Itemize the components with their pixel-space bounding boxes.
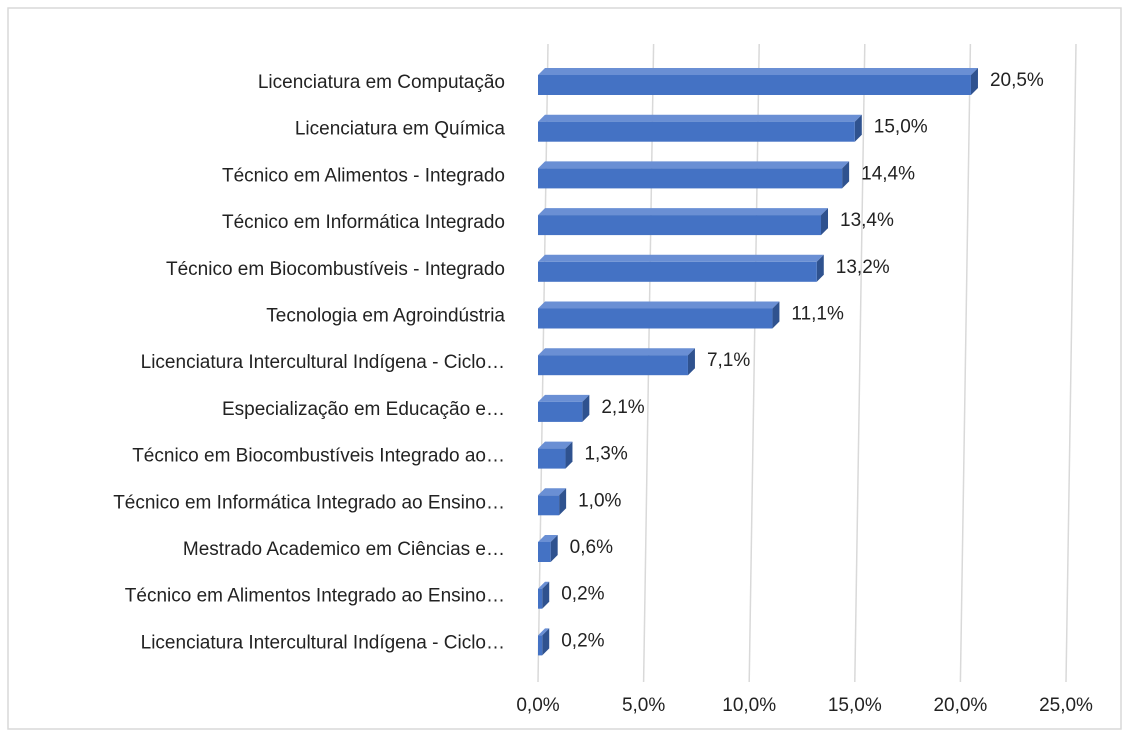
bar-top [538, 488, 567, 496]
bar-front [538, 635, 543, 656]
bar-side [582, 394, 590, 422]
bar [538, 254, 824, 282]
bar-top [538, 254, 824, 262]
bar-top [538, 161, 850, 169]
value-label: 0,6% [570, 537, 613, 558]
y-tick-label: Licenciatura Intercultural Indígena - Ci… [141, 352, 505, 373]
grid-line [959, 43, 972, 683]
bar-side [542, 628, 550, 656]
bar-side [772, 301, 780, 329]
bar [538, 301, 780, 329]
grid-line [1065, 43, 1077, 683]
grid-line [854, 43, 866, 683]
bar-front [538, 121, 855, 142]
y-tick-label: Técnico em Informática Integrado ao Ensi… [113, 492, 505, 513]
y-tick-label: Técnico em Alimentos Integrado ao Ensino… [125, 586, 505, 607]
value-label: 1,0% [578, 490, 621, 511]
bar-side [854, 114, 862, 142]
bar-top [538, 68, 978, 75]
bar-front [538, 75, 971, 95]
bar-top [538, 348, 695, 356]
bar-top [538, 114, 862, 122]
bar-side [559, 488, 567, 516]
bar-front [538, 401, 583, 422]
bar-top [538, 394, 590, 402]
value-label: 15,0% [874, 117, 928, 138]
bar-top [538, 628, 550, 636]
y-tick-label: Licenciatura Intercultural Indígena - Ci… [141, 632, 505, 653]
value-label: 14,4% [861, 163, 915, 184]
bar-side [550, 535, 558, 562]
value-label: 7,1% [707, 350, 750, 371]
bar-side [821, 208, 829, 236]
bar [538, 628, 550, 656]
x-tick-label: 10,0% [722, 695, 776, 716]
bar [538, 581, 550, 609]
bar-top [538, 581, 550, 589]
y-tick-label: Licenciatura em Computação [258, 72, 505, 93]
x-tick-label: 0,0% [516, 695, 559, 716]
bar-front [538, 495, 560, 516]
bar [538, 488, 567, 516]
y-tick-label: Especialização em Educação e… [222, 399, 505, 420]
bar [538, 114, 862, 142]
value-label: 0,2% [561, 630, 604, 651]
value-label: 20,5% [990, 70, 1044, 91]
x-tick-label: 5,0% [622, 695, 665, 716]
bar [538, 161, 850, 189]
y-tick-label: Tecnologia em Agroindústria [266, 306, 505, 327]
bar [538, 348, 695, 376]
value-label: 1,3% [584, 444, 627, 465]
bar [538, 535, 558, 562]
bar [538, 208, 829, 236]
x-tick-label: 20,0% [933, 695, 987, 716]
grid-line [748, 43, 760, 683]
bar [538, 394, 590, 422]
x-tick-label: 25,0% [1039, 695, 1093, 716]
bar-front [538, 215, 822, 236]
bar-side [970, 68, 978, 95]
bar [538, 68, 978, 95]
bar-front [538, 261, 817, 282]
y-tick-label: Técnico em Informática Integrado [222, 212, 505, 233]
value-label: 2,1% [601, 397, 644, 418]
bar-top [538, 208, 829, 216]
bar-side [842, 161, 850, 189]
bar-top [538, 301, 780, 309]
bar-top [538, 535, 558, 542]
bar-front [538, 588, 543, 609]
bar [538, 441, 573, 469]
y-tick-label: Licenciatura em Química [295, 119, 506, 140]
bar-front [538, 308, 773, 329]
value-label: 13,2% [836, 257, 890, 278]
y-tick-label: Técnico em Biocombustíveis - Integrado [166, 259, 505, 280]
y-tick-label: Técnico em Alimentos - Integrado [222, 165, 505, 186]
bar-front [538, 355, 688, 376]
y-tick-label: Mestrado Academico em Ciências e… [183, 539, 505, 560]
value-label: 0,2% [561, 584, 604, 605]
bar-front [538, 168, 843, 189]
bar-front [538, 542, 551, 562]
value-label: 13,4% [840, 210, 894, 231]
bar-side [542, 581, 550, 609]
bar-front [538, 448, 566, 469]
value-label: 11,1% [791, 304, 844, 325]
bar-side [816, 254, 824, 282]
bar-side [565, 441, 573, 469]
x-tick-label: 15,0% [828, 695, 882, 716]
y-tick-label: Técnico em Biocombustíveis Integrado ao… [132, 446, 505, 467]
bar-top [538, 441, 573, 449]
bar-side [687, 348, 695, 376]
